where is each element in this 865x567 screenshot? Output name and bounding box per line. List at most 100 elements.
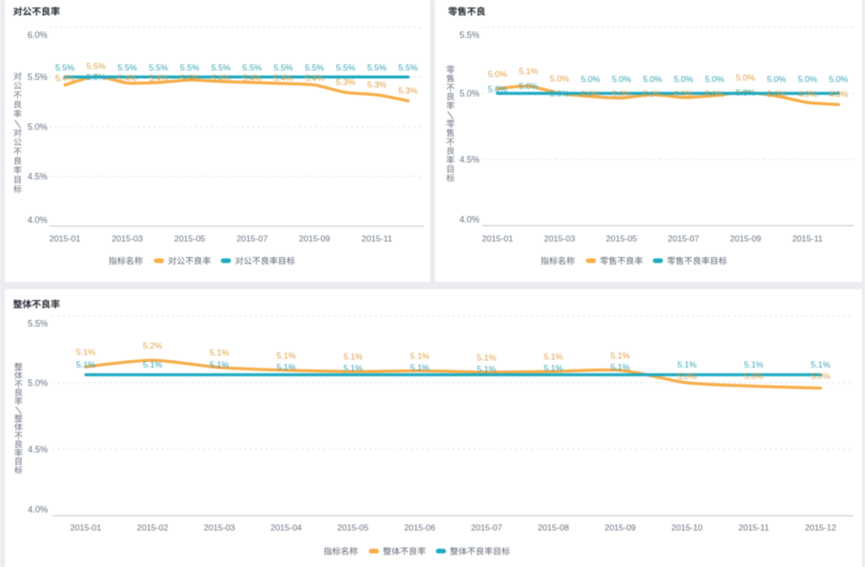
svg-text:5.0%: 5.0% — [581, 89, 601, 99]
svg-text:5.4%: 5.4% — [55, 73, 75, 83]
svg-text:5.1%: 5.1% — [811, 359, 831, 369]
svg-text:2015-07: 2015-07 — [236, 233, 267, 243]
svg-text:5.1%: 5.1% — [277, 362, 297, 372]
svg-text:5.0%: 5.0% — [519, 81, 539, 91]
svg-text:2015-03: 2015-03 — [112, 233, 143, 243]
svg-text:2015-11: 2015-11 — [739, 523, 770, 533]
svg-text:5.5%: 5.5% — [180, 73, 200, 83]
svg-text:5.3%: 5.3% — [398, 86, 418, 96]
svg-text:2015-11: 2015-11 — [362, 233, 393, 243]
svg-text:5.0%: 5.0% — [829, 74, 849, 84]
svg-text:5.5%: 5.5% — [180, 62, 200, 72]
svg-text:5.5%: 5.5% — [27, 72, 47, 82]
svg-text:5.0%: 5.0% — [643, 74, 663, 84]
svg-text:5.1%: 5.1% — [210, 348, 230, 358]
svg-text:5.3%: 5.3% — [336, 77, 356, 87]
svg-text:5.0%: 5.0% — [643, 89, 663, 99]
svg-text:2015-09: 2015-09 — [299, 233, 330, 243]
svg-text:5.0%: 5.0% — [674, 74, 694, 84]
svg-text:5.1%: 5.1% — [519, 66, 539, 76]
svg-text:4.5%: 4.5% — [459, 155, 479, 165]
svg-text:5.1%: 5.1% — [611, 350, 631, 360]
svg-text:2015-07: 2015-07 — [471, 523, 502, 533]
svg-text:5.1%: 5.1% — [210, 359, 230, 369]
svg-text:5.0%: 5.0% — [736, 73, 756, 83]
svg-text:5.4%: 5.4% — [211, 73, 231, 83]
svg-text:5.0%: 5.0% — [705, 74, 725, 84]
svg-text:5.5%: 5.5% — [55, 62, 75, 72]
svg-text:5.0%: 5.0% — [550, 88, 570, 98]
svg-text:5.3%: 5.3% — [367, 80, 387, 90]
svg-text:6.0%: 6.0% — [27, 30, 47, 40]
svg-text:2015-03: 2015-03 — [204, 523, 235, 533]
svg-text:2015-12: 2015-12 — [805, 523, 836, 533]
svg-text:4.5%: 4.5% — [28, 444, 48, 454]
svg-text:5.1%: 5.1% — [76, 347, 96, 357]
svg-text:4.0%: 4.0% — [28, 505, 48, 515]
svg-text:5.1%: 5.1% — [544, 352, 564, 362]
svg-text:5.0%: 5.0% — [744, 371, 764, 381]
svg-text:5.1%: 5.1% — [76, 359, 96, 369]
svg-text:5.0%: 5.0% — [459, 89, 479, 99]
svg-text:5.0%: 5.0% — [28, 378, 48, 388]
svg-text:5.5%: 5.5% — [28, 319, 48, 329]
svg-text:5.0%: 5.0% — [798, 74, 818, 84]
svg-text:5.4%: 5.4% — [118, 73, 138, 83]
svg-text:5.1%: 5.1% — [277, 350, 297, 360]
svg-text:5.4%: 5.4% — [149, 73, 169, 83]
svg-text:5.0%: 5.0% — [612, 89, 632, 99]
svg-text:5.0%: 5.0% — [811, 371, 831, 381]
svg-text:5.1%: 5.1% — [410, 351, 430, 361]
svg-text:2015-01: 2015-01 — [49, 233, 80, 243]
svg-text:2015-03: 2015-03 — [544, 233, 575, 243]
svg-text:5.5%: 5.5% — [336, 62, 356, 72]
svg-text:5.1%: 5.1% — [677, 359, 697, 369]
svg-text:2015-01: 2015-01 — [70, 523, 101, 533]
svg-text:2015-05: 2015-05 — [174, 233, 205, 243]
svg-text:2015-05: 2015-05 — [606, 233, 637, 243]
svg-text:5.5%: 5.5% — [86, 72, 106, 82]
svg-text:5.1%: 5.1% — [410, 362, 430, 372]
svg-text:5.4%: 5.4% — [274, 73, 294, 83]
svg-text:5.1%: 5.1% — [343, 352, 363, 362]
svg-text:5.5%: 5.5% — [305, 62, 325, 72]
svg-text:4.0%: 4.0% — [459, 215, 479, 225]
svg-text:2015-09: 2015-09 — [605, 523, 636, 533]
svg-text:2015-07: 2015-07 — [668, 233, 699, 243]
svg-text:5.1%: 5.1% — [744, 359, 764, 369]
svg-text:2015-11: 2015-11 — [792, 233, 823, 243]
svg-text:5.5%: 5.5% — [118, 62, 138, 72]
svg-text:5.1%: 5.1% — [477, 352, 497, 362]
svg-text:5.1%: 5.1% — [611, 362, 631, 372]
svg-text:5.5%: 5.5% — [274, 62, 294, 72]
svg-text:5.0%: 5.0% — [612, 74, 632, 84]
svg-text:5.4%: 5.4% — [305, 73, 325, 83]
svg-text:4.5%: 4.5% — [27, 172, 47, 182]
svg-text:5.5%: 5.5% — [86, 61, 106, 71]
svg-text:5.0%: 5.0% — [550, 73, 570, 83]
svg-text:5.1%: 5.1% — [477, 364, 497, 374]
svg-text:2015-08: 2015-08 — [538, 523, 569, 533]
svg-text:5.2%: 5.2% — [143, 340, 163, 350]
svg-text:5.0%: 5.0% — [767, 89, 787, 99]
svg-text:4.9%: 4.9% — [798, 89, 818, 99]
svg-text:5.0%: 5.0% — [736, 88, 756, 98]
svg-text:2015-04: 2015-04 — [271, 523, 302, 533]
svg-text:2015-06: 2015-06 — [404, 523, 435, 533]
svg-text:2015-02: 2015-02 — [137, 523, 168, 533]
svg-text:5.1%: 5.1% — [544, 363, 564, 373]
svg-text:5.0%: 5.0% — [767, 74, 787, 84]
svg-text:5.0%: 5.0% — [677, 371, 697, 381]
svg-text:2015-01: 2015-01 — [482, 233, 513, 243]
svg-text:5.5%: 5.5% — [367, 62, 387, 72]
svg-text:5.0%: 5.0% — [27, 122, 47, 132]
svg-text:5.5%: 5.5% — [459, 30, 479, 40]
svg-text:5.0%: 5.0% — [581, 74, 601, 84]
svg-text:4.0%: 4.0% — [27, 215, 47, 225]
svg-text:5.0%: 5.0% — [488, 69, 508, 79]
svg-text:5.0%: 5.0% — [674, 89, 694, 99]
svg-text:5.1%: 5.1% — [343, 363, 363, 373]
svg-text:4.9%: 4.9% — [829, 89, 849, 99]
svg-text:5.5%: 5.5% — [398, 62, 418, 72]
svg-text:2015-10: 2015-10 — [671, 523, 702, 533]
